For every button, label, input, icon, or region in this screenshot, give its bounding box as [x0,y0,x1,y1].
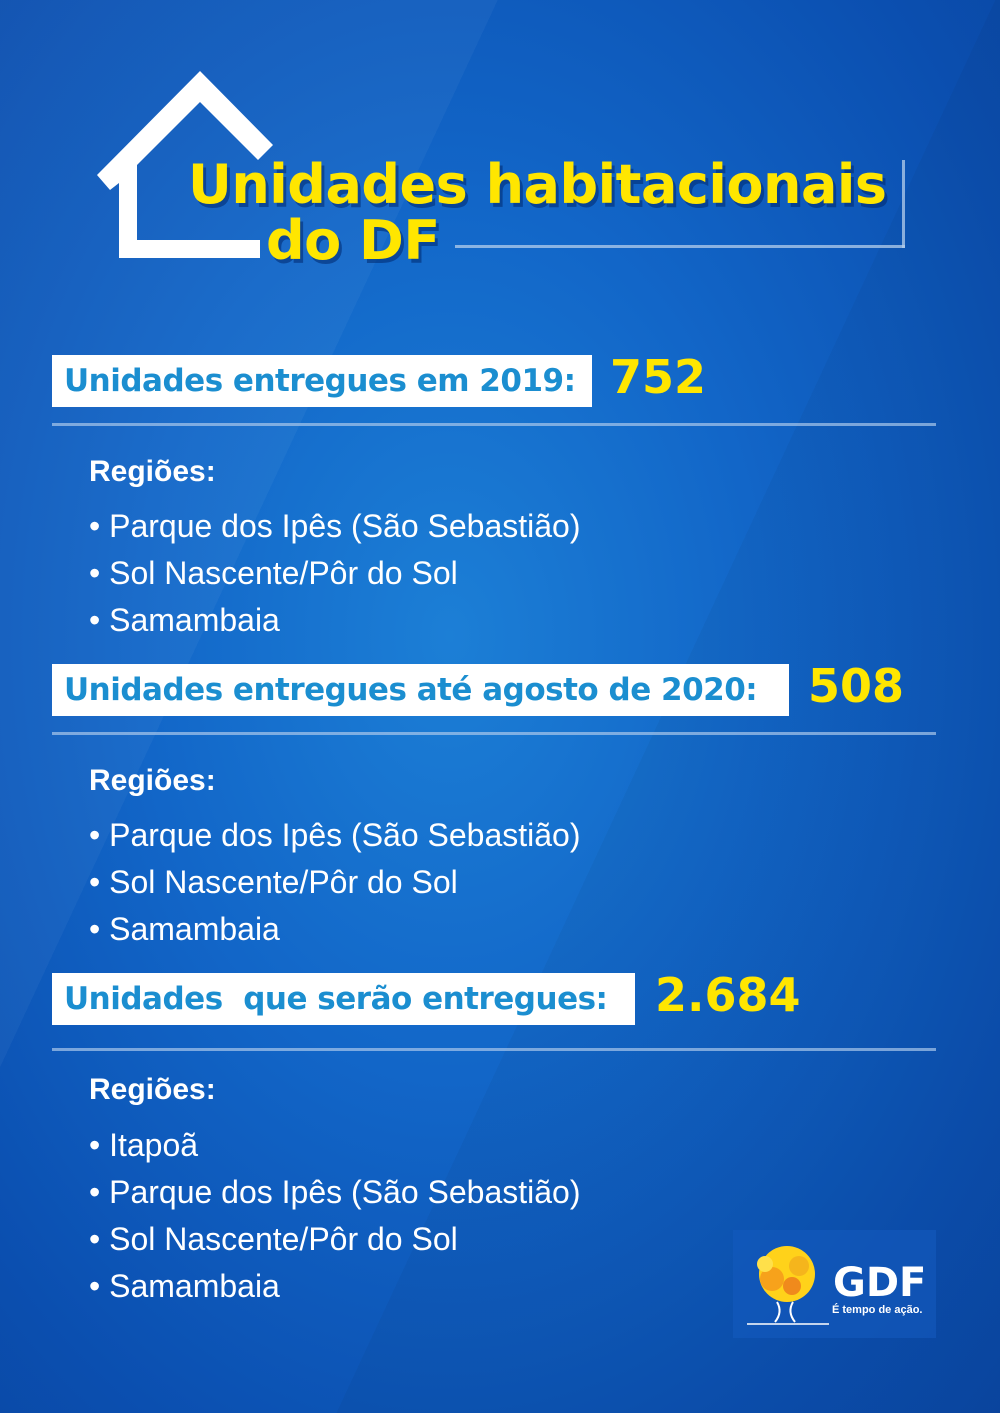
section-value: 2.684 [655,968,801,1022]
regions-list: Parque dos Ipês (São Sebastião) Sol Nasc… [89,812,581,953]
title-underline [455,245,905,248]
section-label: Unidades que serão entregues: [52,973,635,1025]
title-line-1: Unidades habitacionais [188,153,887,216]
tree-icon [747,1246,829,1325]
logo-slogan: É tempo de ação. [832,1304,923,1316]
list-item: Sol Nascente/Pôr do Sol [89,859,581,906]
title-line-2: do DF [266,209,440,272]
gdf-logo: GDF É tempo de ação. [733,1230,936,1338]
regions-label: Regiões: [89,1073,216,1106]
section-label: Unidades entregues em 2019: [52,355,592,407]
list-item: Sol Nascente/Pôr do Sol [89,1216,581,1263]
divider [52,423,936,426]
list-item: Samambaia [89,1263,581,1310]
regions-label: Regiões: [89,764,216,797]
list-item: Parque dos Ipês (São Sebastião) [89,503,580,550]
list-item: Samambaia [89,597,581,644]
section-value: 508 [808,659,905,713]
house-icon [97,71,273,258]
list-item: Parque dos Ipês (São Sebastião) [89,812,580,859]
section-label: Unidades entregues até agosto de 2020: [52,664,789,716]
logo-name: GDF [833,1260,927,1306]
list-item: Itapoã [89,1122,581,1169]
divider [52,732,936,735]
regions-label: Regiões: [89,455,216,488]
section-value: 752 [610,350,707,404]
list-item: Samambaia [89,906,581,953]
regions-list: Parque dos Ipês (São Sebastião) Sol Nasc… [89,503,581,644]
list-item: Parque dos Ipês (São Sebastião) [89,1169,580,1216]
list-item: Sol Nascente/Pôr do Sol [89,550,581,597]
title-frame [902,160,905,248]
divider [52,1048,936,1051]
regions-list: Itapoã Parque dos Ipês (São Sebastião) S… [89,1122,581,1310]
